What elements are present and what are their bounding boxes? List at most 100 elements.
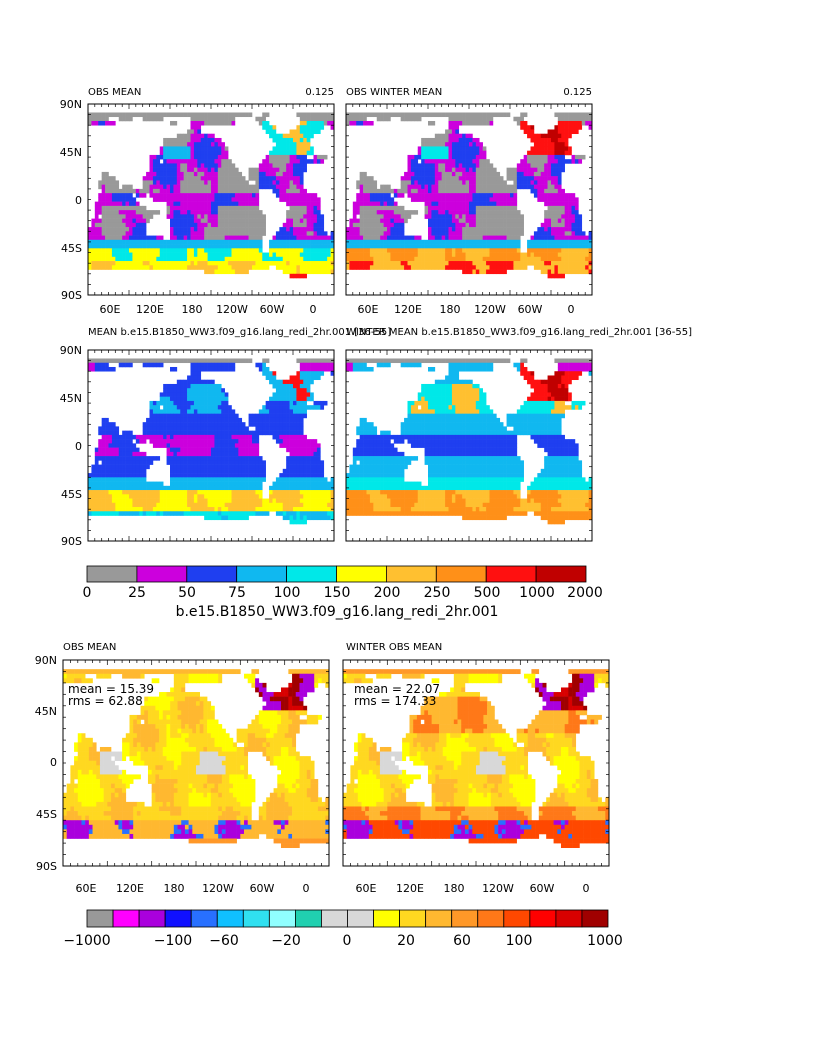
map-cell xyxy=(373,261,378,266)
map-cell xyxy=(431,210,436,215)
map-cell xyxy=(296,460,301,465)
map-cell xyxy=(574,252,579,258)
map-cell xyxy=(183,439,188,444)
map-cell xyxy=(173,392,178,397)
map-cell xyxy=(156,167,161,173)
map-cell xyxy=(108,231,113,236)
map-cell xyxy=(200,417,205,423)
map-cell xyxy=(387,193,391,198)
map-cell xyxy=(289,231,294,236)
map-cell xyxy=(465,197,470,202)
map-cell xyxy=(135,265,140,270)
map-cell xyxy=(293,197,297,202)
map-cell xyxy=(122,261,126,266)
map-cell xyxy=(540,193,545,198)
map-cell xyxy=(170,210,174,215)
map-cell xyxy=(142,265,147,270)
map-cell xyxy=(417,163,422,168)
map-cell xyxy=(561,154,565,160)
map-cell xyxy=(564,214,569,219)
map-cell xyxy=(421,171,425,177)
map-cell xyxy=(170,434,174,440)
map-cell xyxy=(176,239,181,245)
map-cell xyxy=(193,159,198,164)
map-cell xyxy=(98,473,102,478)
map-cell xyxy=(115,244,120,249)
map-cell xyxy=(221,426,225,431)
map-cell xyxy=(486,197,490,202)
map-cell xyxy=(183,222,188,228)
map-cell xyxy=(255,222,260,228)
map-cell xyxy=(320,252,325,258)
map-cell xyxy=(193,358,198,364)
map-cell xyxy=(510,218,514,224)
map-cell xyxy=(279,193,284,198)
map-cell xyxy=(163,443,167,448)
map-cell xyxy=(299,396,304,402)
map-cell xyxy=(207,146,212,151)
map-cell xyxy=(417,146,422,151)
map-cell xyxy=(506,197,511,202)
map-cell xyxy=(193,154,198,160)
map-cell xyxy=(313,439,318,444)
map-cell xyxy=(465,116,470,122)
map-cell xyxy=(414,176,419,181)
map-cell xyxy=(451,120,456,126)
map-cell xyxy=(383,231,388,236)
map-cell xyxy=(323,261,328,266)
map-cell xyxy=(296,137,301,143)
map-cell xyxy=(296,159,301,164)
map-cell xyxy=(180,417,184,423)
map-cell xyxy=(475,159,480,164)
map-cell xyxy=(286,413,290,419)
map-cell xyxy=(462,218,466,224)
map-cell xyxy=(441,159,446,164)
map-cell xyxy=(101,120,106,126)
map-cell xyxy=(207,112,212,118)
map-cell xyxy=(557,125,562,130)
map-cell xyxy=(434,231,439,236)
map-cell xyxy=(289,383,294,389)
map-cell xyxy=(564,129,569,135)
map-cell xyxy=(299,379,304,385)
map-cell xyxy=(513,201,518,207)
map-cell xyxy=(163,396,167,402)
map-cell xyxy=(193,405,198,410)
map-cell xyxy=(238,468,243,474)
map-cell xyxy=(94,252,99,258)
map-cell xyxy=(410,154,415,160)
map-cell xyxy=(465,137,470,143)
map-cell xyxy=(258,464,263,470)
map-cell xyxy=(91,261,96,266)
map-cell xyxy=(142,116,147,122)
map-cell xyxy=(170,231,174,236)
map-cell xyxy=(363,261,367,266)
map-cell xyxy=(475,201,480,207)
map-cell xyxy=(578,154,583,160)
map-cell xyxy=(506,265,511,270)
map-cell xyxy=(118,244,123,249)
map-cell xyxy=(380,214,384,219)
map-cell xyxy=(173,218,178,224)
map-cell xyxy=(217,422,222,427)
map-cell xyxy=(316,464,321,470)
map-cell xyxy=(200,256,205,262)
map-cell xyxy=(190,125,195,130)
map-cell xyxy=(303,159,307,164)
map-cell xyxy=(383,256,388,262)
map-cell xyxy=(306,447,311,453)
map-cell xyxy=(289,265,294,270)
map-cell xyxy=(234,417,239,423)
map-cell xyxy=(303,222,307,228)
map-cell xyxy=(286,456,290,461)
map-cell xyxy=(462,150,466,156)
map-cell xyxy=(241,235,246,241)
map-cell xyxy=(363,180,367,185)
map-cell xyxy=(224,210,229,215)
map-cell xyxy=(293,451,297,457)
map-cell xyxy=(320,371,325,376)
map-cell xyxy=(265,154,270,160)
map-cell xyxy=(472,261,477,266)
map-cell xyxy=(207,388,212,393)
map-cell xyxy=(245,222,249,228)
